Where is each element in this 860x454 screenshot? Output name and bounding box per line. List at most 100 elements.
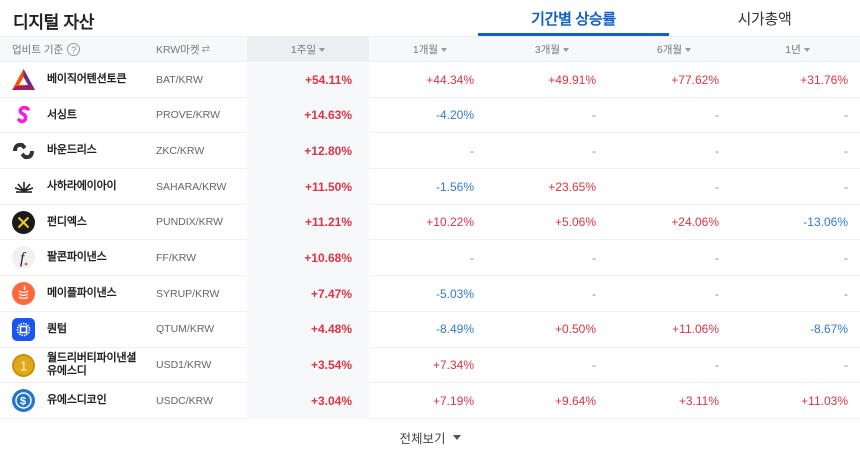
change-1week: +4.48% — [310, 322, 352, 337]
change-3month: - — [592, 143, 596, 158]
selected-column-bg — [247, 204, 369, 241]
coin-name[interactable]: 서싱트 — [47, 108, 77, 121]
change-1week: +11.50% — [304, 179, 352, 194]
coin-pair: USDC/KRW — [156, 394, 213, 407]
column-label: 6개월 — [656, 44, 683, 56]
change-1year: - — [844, 250, 848, 265]
change-3month: +5.06% — [554, 215, 596, 230]
change-1month: -5.03% — [435, 286, 474, 301]
selected-column-bg — [247, 62, 369, 98]
column-header-1week[interactable]: 1주일 — [247, 37, 369, 62]
table-row[interactable]: f 팔콘파이낸스 FF/KRW +10.68% - - - - — [0, 240, 860, 277]
asset-table-body: 베이직어텐션토큰 BAT/KRW +54.11% +44.34% +49.91%… — [0, 62, 860, 419]
table-row[interactable]: 1 월드리버티파이낸셜유에스디 USD1/KRW +3.54% +7.34% -… — [0, 347, 860, 384]
sort-caret-icon — [441, 47, 448, 52]
change-3month: +49.91% — [548, 72, 596, 87]
help-icon[interactable]: ? — [67, 43, 81, 56]
change-3month: - — [592, 250, 596, 265]
coin-name[interactable]: 월드리버티파이낸셜유에스디 — [47, 352, 137, 377]
svg-text:f: f — [20, 250, 27, 267]
column-header-6month[interactable]: 6개월 — [613, 37, 735, 62]
basis-text: 업비트 기준 — [12, 44, 64, 56]
change-1month: +7.19% — [432, 393, 474, 408]
change-1week: +54.11% — [304, 72, 352, 87]
selected-column-bg — [247, 347, 369, 384]
coin-name[interactable]: 베이직어텐션토큰 — [47, 73, 127, 85]
change-1month: - — [470, 143, 474, 158]
change-1week: +3.04% — [310, 393, 352, 408]
table-row[interactable]: 메이플파이낸스 SYRUP/KRW +7.47% -5.03% - - - — [0, 276, 860, 312]
bat-icon — [12, 68, 35, 91]
coin-name[interactable]: 팔콘파이낸스 — [47, 251, 107, 264]
tab-period-gain[interactable]: 기간별 상승률 — [478, 0, 669, 36]
change-1month: - — [470, 250, 474, 265]
top-bar: 디지털 자산 기간별 상승률 시가총액 — [0, 0, 860, 36]
table-row[interactable]: 서싱트 PROVE/KRW +14.63% -4.20% - - - — [0, 97, 860, 134]
change-3month: +0.50% — [554, 322, 596, 337]
coin-name[interactable]: 펀디엑스 — [47, 215, 87, 228]
swap-icon: ⇄ — [201, 44, 211, 55]
change-1month: -4.20% — [435, 108, 474, 123]
coin-name[interactable]: 유에스디코인 — [47, 394, 107, 407]
change-6month: +11.06% — [672, 322, 719, 337]
view-all-button[interactable]: 전체보기 — [0, 420, 860, 454]
change-1year: - — [844, 143, 848, 158]
column-label: 3개월 — [534, 44, 561, 56]
coin-name[interactable]: 사하라에이아이 — [47, 180, 117, 193]
table-row[interactable]: 사하라에이아이 SAHARA/KRW +11.50% -1.56% +23.65… — [0, 169, 860, 205]
change-1year: - — [844, 358, 848, 372]
coin-pair: PUNDIX/KRW — [156, 216, 223, 229]
pundix-icon — [12, 210, 35, 234]
change-3month: - — [592, 286, 596, 301]
active-tab-underline — [478, 33, 669, 36]
sort-caret-icon — [319, 47, 326, 52]
change-1year: +11.03% — [801, 393, 848, 408]
change-6month: - — [715, 286, 719, 301]
change-1year: - — [844, 108, 848, 123]
table-row[interactable]: 펀디엑스 PUNDIX/KRW +11.21% +10.22% +5.06% +… — [0, 204, 860, 241]
change-6month: - — [715, 250, 719, 265]
market-toggle[interactable]: KRW마켓 ⇄ — [156, 37, 210, 62]
change-1year: - — [844, 286, 848, 301]
change-1week: +12.80% — [304, 143, 352, 158]
tab-label: 시가총액 — [737, 10, 792, 28]
ff-icon: f — [12, 246, 35, 270]
usdc-icon: $ — [12, 389, 35, 413]
qtum-icon — [12, 317, 35, 341]
change-1month: +10.22% — [426, 215, 474, 230]
change-1month: -8.49% — [435, 322, 474, 337]
table-row[interactable]: 베이직어텐션토큰 BAT/KRW +54.11% +44.34% +49.91%… — [0, 62, 860, 98]
coin-pair: SYRUP/KRW — [156, 287, 220, 300]
coin-name[interactable]: 메이플파이낸스 — [47, 287, 117, 300]
change-6month: - — [715, 108, 719, 123]
syrup-icon — [12, 282, 35, 306]
change-1year: +31.76% — [800, 72, 848, 87]
svg-text:$: $ — [20, 396, 26, 408]
selected-column-bg — [247, 276, 369, 312]
prove-icon — [12, 104, 35, 127]
change-1week: +7.47% — [310, 286, 352, 301]
change-3month: - — [592, 108, 596, 123]
coin-pair: FF/KRW — [156, 251, 197, 264]
coin-name[interactable]: 바운드리스 — [47, 144, 97, 157]
zkc-icon — [12, 139, 35, 162]
change-1year: - — [844, 179, 848, 194]
coin-pair: BAT/KRW — [156, 73, 203, 86]
table-row[interactable]: $ 유에스디코인 USDC/KRW +3.04% +7.19% +9.64% +… — [0, 383, 860, 419]
change-6month: +24.06% — [671, 215, 719, 230]
change-3month: +9.64% — [554, 393, 596, 408]
table-row[interactable]: 바운드리스 ZKC/KRW +12.80% - - - - — [0, 133, 860, 170]
coin-pair: USD1/KRW — [156, 359, 212, 371]
selected-column-bg — [247, 133, 369, 170]
column-header-3month[interactable]: 3개월 — [491, 37, 613, 62]
change-1week: +14.63% — [304, 108, 352, 123]
tab-market-cap[interactable]: 시가총액 — [669, 0, 860, 36]
coin-name[interactable]: 퀀텀 — [47, 322, 67, 335]
selected-column-bg — [247, 169, 369, 205]
table-row[interactable]: 퀀텀 QTUM/KRW +4.48% -8.49% +0.50% +11.06%… — [0, 311, 860, 348]
coin-pair: QTUM/KRW — [156, 323, 215, 336]
column-header-1year[interactable]: 1년 — [735, 37, 860, 62]
column-header-1month[interactable]: 1개월 — [369, 37, 491, 62]
view-all-label: 전체보기 — [399, 431, 446, 446]
change-1month: -1.56% — [435, 179, 474, 194]
